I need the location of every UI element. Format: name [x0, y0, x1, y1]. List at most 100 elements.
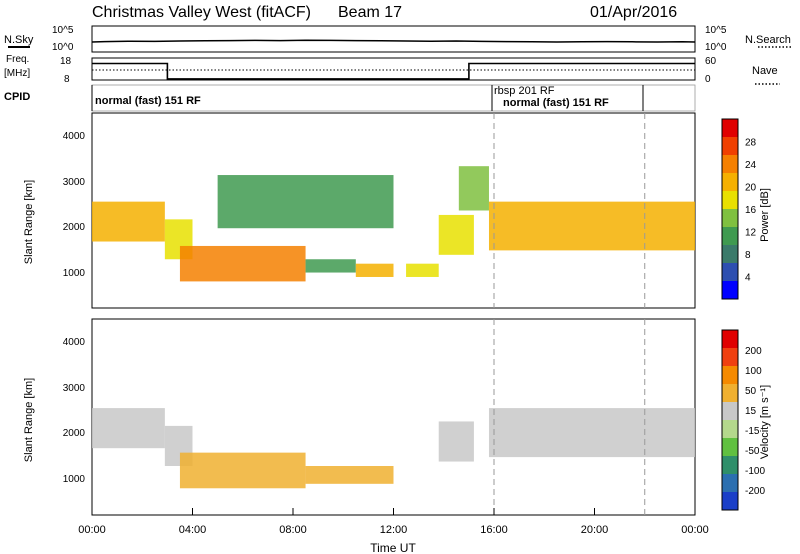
- x-axis-label: Time UT: [370, 541, 416, 554]
- velocity-colorbar-tick-label: 50: [745, 386, 757, 397]
- vel-ytick-3000: 3000: [63, 383, 86, 394]
- x-tick-label: 20:00: [581, 524, 609, 536]
- cpid-panel: CPID normal (fast) 151 RF rbsp 201 RF no…: [4, 84, 696, 112]
- power-region-4: [355, 263, 394, 277]
- power-colorbar-tick-label: 24: [745, 160, 757, 171]
- velocity-colorbar-swatch: [722, 474, 738, 492]
- velocity-panel: Slant Range [km] 4000 3000 2000 1000 00:…: [23, 318, 709, 554]
- cpid-entry-1: normal (fast) 151 RF: [95, 95, 201, 107]
- power-colorbar-tick-label: 12: [745, 228, 757, 239]
- x-tick-label: 00:00: [78, 524, 106, 536]
- velocity-colorbar: 200 100 50 15 -15 -50 -100 -200 Velocity [m s⁻¹…: [721, 329, 771, 511]
- cpid-entry-2: rbsp 201 RF: [494, 85, 555, 97]
- nsearch-label: N.Search: [745, 34, 791, 46]
- freq-label-1: Freq.: [6, 54, 29, 65]
- power-region-9: [217, 175, 394, 229]
- velocity-region-3: [305, 466, 394, 484]
- power-colorbar-tick-label: 28: [745, 138, 757, 149]
- power-ytick-3000: 3000: [63, 177, 86, 188]
- velocity-colorbar-tick-label: -200: [745, 486, 765, 497]
- power-colorbar-swatch: [722, 245, 738, 263]
- beam-label: Beam 17: [338, 4, 402, 21]
- velocity-colorbar-frame: [721, 329, 739, 511]
- nsearch-tick-high: 10^5: [705, 25, 727, 36]
- nsearch-tick-low: 10^0: [705, 42, 727, 53]
- freq-tick-high: 18: [60, 56, 72, 67]
- velocity-colorbar-tick-label: -50: [745, 446, 760, 457]
- power-colorbar-label: Power [dB]: [759, 188, 771, 242]
- date-label: 01/Apr/2016: [590, 4, 677, 21]
- x-tick-label: 04:00: [179, 524, 207, 536]
- nsky-panel: N.Sky 10^5 10^0 10^5 10^0 N.Search: [4, 25, 792, 53]
- power-region-5: [406, 263, 439, 277]
- power-colorbar-tick-label: 20: [745, 183, 757, 194]
- velocity-colorbar-tick-label: -100: [745, 466, 765, 477]
- velocity-colorbar-tick-label: 200: [745, 346, 762, 357]
- velocity-region-5: [488, 408, 695, 458]
- freq-tick-low: 8: [64, 74, 70, 85]
- power-colorbar-swatch: [722, 263, 738, 281]
- vel-ytick-2000: 2000: [63, 428, 86, 439]
- vel-ytick-4000: 4000: [63, 337, 86, 348]
- velocity-colorbar-label: Velocity [m s⁻¹]: [759, 385, 771, 459]
- x-tick-label: 12:00: [380, 524, 408, 536]
- cpid-entry-3: normal (fast) 151 RF: [503, 97, 609, 109]
- velocity-colorbar-swatch: [722, 366, 738, 384]
- power-region-7: [458, 166, 489, 211]
- power-colorbar-frame: [721, 118, 739, 300]
- nsky-series-line: [91, 39, 696, 43]
- velocity-colorbar-swatch: [722, 438, 738, 456]
- power-colorbar-tick-label: 16: [745, 205, 757, 216]
- nsky-tick-high: 10^5: [52, 25, 74, 36]
- velocity-region-2: [179, 452, 306, 489]
- velocity-colorbar-swatch: [722, 420, 738, 438]
- chart-title: Christmas Valley West (fitACF): [92, 4, 311, 21]
- x-tick-label: 08:00: [279, 524, 307, 536]
- velocity-region-4: [438, 421, 474, 462]
- power-region-2: [179, 245, 306, 282]
- nave-label: Nave: [752, 65, 778, 77]
- power-colorbar: 28 24 20 16 12 8 4 Power [dB]: [721, 118, 771, 300]
- power-colorbar-swatch: [722, 155, 738, 173]
- nave-tick-high: 60: [705, 56, 717, 67]
- power-colorbar-swatch: [722, 281, 738, 299]
- power-region-6: [438, 214, 474, 255]
- cpid-label: CPID: [4, 91, 30, 103]
- nsky-tick-low: 10^0: [52, 42, 74, 53]
- x-tick-label: 00:00: [681, 524, 709, 536]
- vel-ytick-1000: 1000: [63, 474, 86, 485]
- power-ytick-1000: 1000: [63, 268, 86, 279]
- velocity-colorbar-tick-label: 15: [745, 406, 757, 417]
- power-colorbar-tick-label: 8: [745, 250, 751, 261]
- velocity-colorbar-swatch: [722, 402, 738, 420]
- power-colorbar-swatch: [722, 173, 738, 191]
- velocity-colorbar-swatch: [722, 330, 738, 348]
- power-colorbar-swatch: [722, 137, 738, 155]
- nave-tick-low: 0: [705, 74, 711, 85]
- freq-label-2: [MHz]: [4, 68, 30, 79]
- power-colorbar-tick-label: 4: [745, 273, 751, 284]
- freq-panel: Freq. [MHz] 18 8 60 0 Nave: [4, 54, 780, 85]
- power-colorbar-swatch: [722, 227, 738, 245]
- velocity-colorbar-tick-label: -15: [745, 426, 760, 437]
- velocity-ylabel: Slant Range [km]: [23, 378, 35, 462]
- velocity-colorbar-tick-label: 100: [745, 366, 762, 377]
- nsky-label: N.Sky: [4, 34, 34, 46]
- power-ytick-2000: 2000: [63, 222, 86, 233]
- power-region-0: [92, 201, 165, 242]
- power-colorbar-swatch: [722, 191, 738, 209]
- power-colorbar-swatch: [722, 209, 738, 227]
- velocity-region-0: [92, 408, 165, 449]
- freq-series-line: [92, 62, 695, 80]
- power-ylabel: Slant Range [km]: [23, 180, 35, 264]
- velocity-colorbar-swatch: [722, 456, 738, 474]
- velocity-colorbar-swatch: [722, 348, 738, 366]
- power-panel: Slant Range [km] 4000 3000 2000 1000: [23, 112, 696, 309]
- velocity-colorbar-swatch: [722, 384, 738, 402]
- power-region-8: [488, 201, 695, 251]
- power-ytick-4000: 4000: [63, 131, 86, 142]
- power-colorbar-swatch: [722, 119, 738, 137]
- power-region-3: [305, 259, 356, 273]
- velocity-colorbar-swatch: [722, 492, 738, 510]
